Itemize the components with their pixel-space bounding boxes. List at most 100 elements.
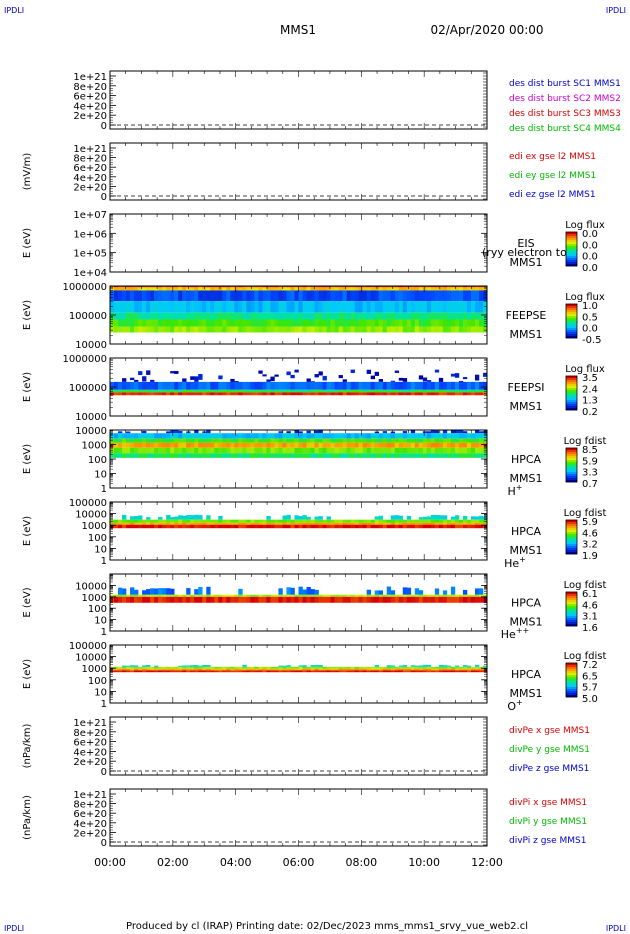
spectrogram-cell <box>330 287 335 291</box>
spectrogram-cell <box>334 286 339 288</box>
spectrogram-cell <box>274 301 279 313</box>
time-tick-label: 12:00 <box>471 856 503 869</box>
spectrogram-cell <box>242 664 247 667</box>
spectrogram-cell <box>350 433 355 439</box>
spectrogram-cell <box>250 453 255 458</box>
spectrogram-cell <box>362 668 367 671</box>
spectrogram-cell <box>310 519 315 523</box>
panel-frame <box>109 788 488 847</box>
spectrogram-cell <box>410 522 416 525</box>
spectrogram-cell <box>326 519 331 523</box>
spectrogram-cell <box>150 301 155 313</box>
spectrogram-cell <box>402 312 408 320</box>
panel-frame <box>109 285 488 345</box>
spectrogram-cell <box>338 319 343 327</box>
spectrogram-cell <box>394 670 400 673</box>
spectrogram-cell <box>454 666 460 669</box>
y-tick-label: 8e+20 <box>73 82 107 93</box>
spectrogram-cell <box>166 438 171 443</box>
spectrogram-cell <box>154 588 159 595</box>
spectrogram-cell <box>446 389 452 393</box>
spectrogram-cell <box>406 389 412 393</box>
spectrogram-cell <box>430 594 436 597</box>
spectrogram-cell <box>206 430 211 434</box>
spectrogram-cell <box>330 286 335 288</box>
spectrogram-band <box>110 433 488 439</box>
spectrogram-cell <box>122 442 127 448</box>
colorbar-step <box>566 336 577 339</box>
spectrogram-cell <box>458 519 464 523</box>
spectrogram-band <box>110 287 488 291</box>
spectrogram-cell <box>282 442 287 448</box>
spectrogram-cell <box>202 381 207 390</box>
colorbar-step <box>566 452 577 455</box>
spectrogram-cell <box>418 312 424 320</box>
spectrogram-cell <box>258 442 263 448</box>
spectrogram-cell <box>354 319 359 327</box>
spectrogram-cell <box>390 594 396 597</box>
spectrogram-cell <box>334 522 339 525</box>
spectrogram-cell <box>290 326 295 333</box>
spectrogram-cell <box>414 447 420 454</box>
colorbar-step <box>566 378 577 381</box>
legend-entry: divPi x gse MMS1 <box>509 798 587 808</box>
spectrogram-cell <box>390 319 396 327</box>
spectrogram-cell <box>170 433 175 439</box>
spectrogram-cell <box>150 286 155 288</box>
spectrogram-cell <box>126 668 131 671</box>
spectrogram-cell <box>386 453 392 458</box>
spectrogram-cell <box>346 392 351 396</box>
spectrogram-cell <box>298 301 303 313</box>
spectrogram-band <box>110 453 488 458</box>
spectrogram-cell <box>466 666 472 669</box>
spectrogram-cell <box>298 524 303 529</box>
colorbar-step <box>566 248 577 251</box>
spectrogram-cell <box>386 522 392 525</box>
spectrogram-cell <box>238 442 243 448</box>
spectrogram-cell <box>406 290 412 302</box>
spectrogram-cell <box>130 312 135 320</box>
spectrogram-cell <box>454 453 460 458</box>
spectrogram-cell <box>150 442 155 448</box>
spectrogram-cell <box>206 596 211 603</box>
spectrogram-cell <box>398 290 404 302</box>
spectrogram-cell <box>190 376 195 380</box>
spectrogram-cell <box>398 389 404 393</box>
logo-bottom-right: IPDLI <box>606 924 626 933</box>
spectrogram-cell <box>262 524 267 529</box>
spectrogram-cell <box>402 290 408 302</box>
spectrogram-cell <box>182 447 187 454</box>
spectrogram-cell <box>354 290 359 302</box>
spectrogram-cell <box>314 668 319 671</box>
spectrogram-cell <box>178 433 183 439</box>
spectrogram-cell <box>178 515 183 520</box>
spectrogram-cell <box>334 389 339 393</box>
spectrogram-cell <box>442 430 448 434</box>
spectrogram-cell <box>410 524 416 529</box>
spectrogram-cell <box>354 670 359 673</box>
spectrogram-cell <box>134 594 139 597</box>
spectrogram-cell <box>162 522 167 525</box>
spectrogram-cell <box>378 389 384 393</box>
colorbar-step <box>566 322 577 325</box>
spectrogram-cell <box>426 389 432 393</box>
spectrogram-cell <box>246 666 251 669</box>
spectrogram-cell <box>218 519 223 523</box>
spectrogram-cell <box>390 389 396 393</box>
spectrogram-cell <box>162 301 167 313</box>
spectrogram-cell <box>190 286 195 288</box>
spectrogram-cell <box>266 524 271 529</box>
spectrogram-cell <box>302 522 307 525</box>
spectrogram-cell <box>314 430 319 434</box>
spectrogram-cell <box>438 377 444 382</box>
spectrogram-cell <box>338 326 343 333</box>
spectrogram-cell <box>374 590 380 595</box>
spectrogram-cell <box>482 290 488 302</box>
spectrogram-cell <box>142 301 147 313</box>
spectrogram-cell <box>438 524 444 529</box>
spectrogram-cell <box>254 381 259 390</box>
spectrogram-cell <box>214 670 219 673</box>
spectrogram-cell <box>446 670 452 673</box>
spectrogram-cell <box>122 453 127 458</box>
